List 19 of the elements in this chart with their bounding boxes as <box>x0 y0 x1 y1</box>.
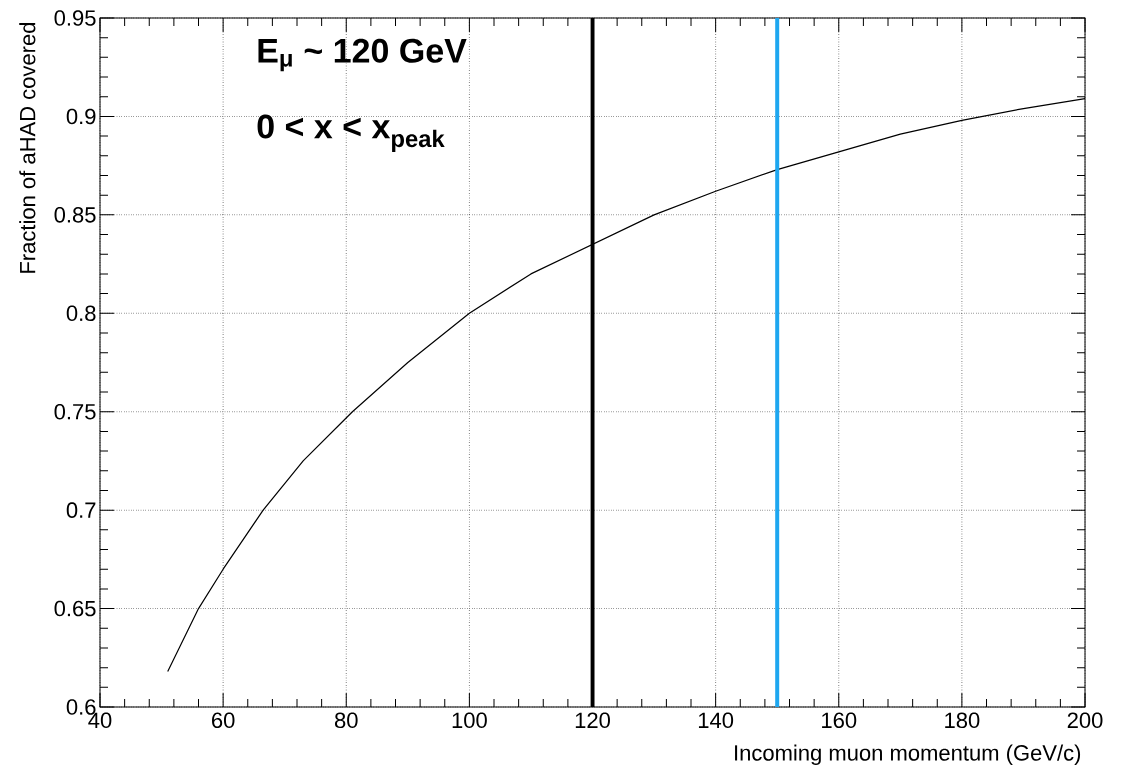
y-axis-title: Fraction of aHAD covered <box>19 22 36 273</box>
y-tick-label: 0.65 <box>54 600 96 617</box>
x-tick-label: 180 <box>945 712 980 729</box>
y-tick-label: 0.95 <box>54 10 96 26</box>
text: E$_{μ}$ ~ 120 GeV <box>258 38 467 72</box>
y-tick-label: 0.75 <box>54 403 96 420</box>
x-tick-label: 100 <box>452 712 487 729</box>
y-tick-label: 0.9 <box>66 108 96 125</box>
x-tick-label: 120 <box>575 712 610 729</box>
text: 0 < x < x$_{peak}$ <box>257 114 445 152</box>
x-tick-label: 80 <box>334 712 358 729</box>
x-tick-label: 160 <box>822 712 857 729</box>
x-tick-label: 140 <box>698 712 734 729</box>
x-tick-label: 200 <box>1067 712 1103 729</box>
x-tick-label: 60 <box>212 712 235 729</box>
y-tick-label: 0.85 <box>54 207 96 223</box>
x-axis-title: Incoming muon momentum (GeV/c) <box>735 744 1081 766</box>
y-tick-label: 0.8 <box>66 305 96 322</box>
y-tick-label: 0.7 <box>66 502 96 518</box>
